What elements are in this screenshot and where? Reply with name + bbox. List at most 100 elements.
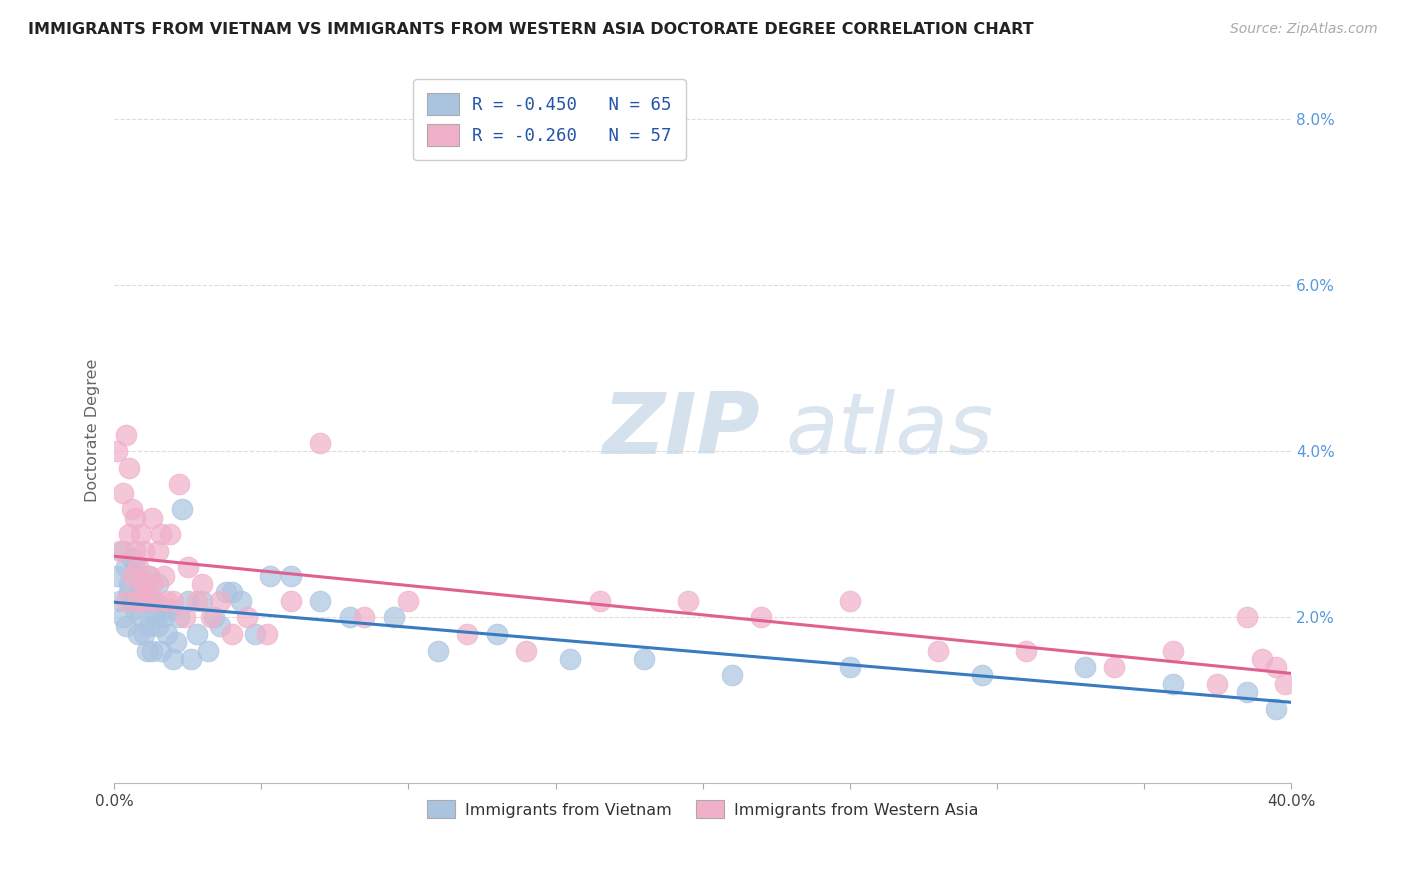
Point	[127, 593, 149, 607]
Point	[167, 477, 190, 491]
Point	[148, 618, 170, 632]
Point	[186, 627, 208, 641]
Point	[118, 527, 141, 541]
Point	[118, 585, 141, 599]
Point	[111, 544, 134, 558]
Point	[124, 510, 146, 524]
Point	[111, 485, 134, 500]
Y-axis label: Doctorate Degree: Doctorate Degree	[86, 359, 100, 502]
Point	[1274, 677, 1296, 691]
Point	[177, 593, 200, 607]
Point	[972, 668, 994, 682]
Point	[838, 660, 860, 674]
Point	[132, 593, 155, 607]
Point	[280, 593, 302, 607]
Point	[148, 544, 170, 558]
Point	[156, 627, 179, 641]
Point	[135, 585, 157, 599]
Point	[200, 610, 222, 624]
Point	[1236, 685, 1258, 699]
Point	[191, 593, 214, 607]
Point	[138, 568, 160, 582]
Point	[135, 593, 157, 607]
Point	[177, 560, 200, 574]
Point	[309, 435, 332, 450]
Point	[150, 643, 173, 657]
Point	[162, 593, 184, 607]
Point	[153, 610, 176, 624]
Point	[124, 602, 146, 616]
Point	[132, 544, 155, 558]
Point	[108, 593, 131, 607]
Point	[197, 643, 219, 657]
Point	[167, 610, 190, 624]
Point	[676, 593, 699, 607]
Point	[259, 568, 281, 582]
Point	[150, 602, 173, 616]
Point	[1015, 643, 1038, 657]
Point	[129, 527, 152, 541]
Point	[124, 560, 146, 574]
Point	[105, 568, 128, 582]
Point	[148, 577, 170, 591]
Point	[1074, 660, 1097, 674]
Point	[124, 544, 146, 558]
Point	[588, 593, 610, 607]
Legend: Immigrants from Vietnam, Immigrants from Western Asia: Immigrants from Vietnam, Immigrants from…	[420, 794, 986, 825]
Point	[115, 593, 138, 607]
Point	[127, 627, 149, 641]
Point	[202, 610, 225, 624]
Point	[127, 560, 149, 574]
Point	[141, 577, 163, 591]
Point	[115, 618, 138, 632]
Point	[426, 643, 449, 657]
Point	[132, 593, 155, 607]
Point	[180, 652, 202, 666]
Point	[159, 602, 181, 616]
Point	[221, 627, 243, 641]
Point	[121, 502, 143, 516]
Point	[456, 627, 478, 641]
Point	[159, 527, 181, 541]
Point	[118, 577, 141, 591]
Point	[121, 552, 143, 566]
Point	[633, 652, 655, 666]
Point	[138, 568, 160, 582]
Point	[138, 618, 160, 632]
Point	[145, 610, 167, 624]
Point	[173, 610, 195, 624]
Point	[256, 627, 278, 641]
Point	[153, 568, 176, 582]
Point	[927, 643, 949, 657]
Point	[186, 593, 208, 607]
Point	[560, 652, 582, 666]
Point	[1206, 677, 1229, 691]
Point	[1265, 660, 1288, 674]
Point	[141, 593, 163, 607]
Point	[721, 668, 744, 682]
Point	[229, 593, 252, 607]
Point	[132, 577, 155, 591]
Point	[129, 577, 152, 591]
Point	[485, 627, 508, 641]
Text: ZIP: ZIP	[603, 389, 761, 472]
Point	[339, 610, 361, 624]
Point	[235, 610, 257, 624]
Point	[118, 460, 141, 475]
Point	[1265, 701, 1288, 715]
Point	[382, 610, 405, 624]
Point	[145, 593, 167, 607]
Text: atlas: atlas	[785, 389, 993, 472]
Point	[108, 544, 131, 558]
Point	[127, 593, 149, 607]
Point	[1104, 660, 1126, 674]
Point	[121, 593, 143, 607]
Point	[221, 585, 243, 599]
Point	[1236, 610, 1258, 624]
Point	[115, 427, 138, 442]
Point	[156, 593, 179, 607]
Point	[1250, 652, 1272, 666]
Point	[132, 627, 155, 641]
Point	[751, 610, 773, 624]
Point	[165, 635, 187, 649]
